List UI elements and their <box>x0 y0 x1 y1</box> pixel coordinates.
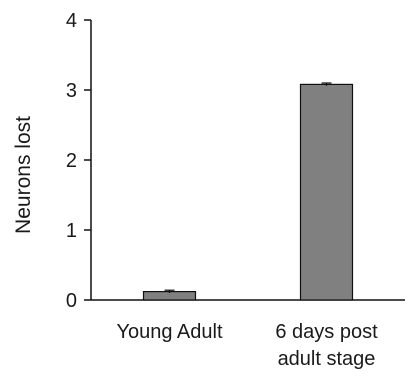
axes: 0 1 2 3 4 <box>66 10 405 312</box>
x-tick-label: 6 days post <box>275 321 378 343</box>
y-tick-label: 2 <box>66 150 77 172</box>
axis-labels: Neurons lost Young Adult 6 days post adult… <box>12 116 378 370</box>
x-tick-label: Young Adult <box>116 321 222 343</box>
y-tick-label: 3 <box>66 80 77 102</box>
y-tick-label: 1 <box>66 220 77 242</box>
x-tick-label: adult stage <box>278 348 376 370</box>
bar-2 <box>299 83 354 301</box>
bars <box>142 82 354 301</box>
y-axis-label: Neurons lost <box>12 116 35 234</box>
y-tick-label: 0 <box>66 290 77 312</box>
y-tick-label: 4 <box>66 10 77 32</box>
